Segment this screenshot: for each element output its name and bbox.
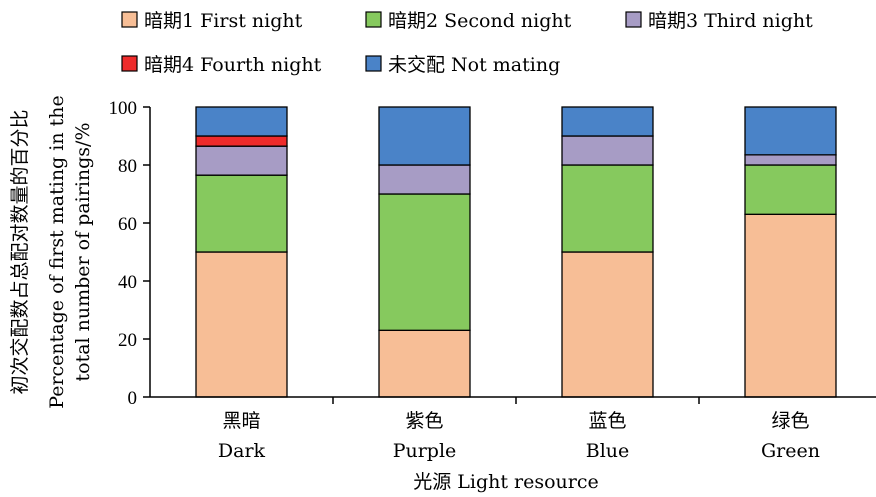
- x-tick-label-en: Purple: [393, 440, 457, 462]
- bar-segment-2-green: [744, 164, 837, 215]
- bar-segment-4-dark: [195, 135, 288, 147]
- x-categories: 黑暗 Dark 紫色 Purple 蓝色 Blue 绿色 Green: [218, 397, 820, 462]
- x-tick-label-cn: 绿色: [771, 410, 809, 432]
- bar-segment-3-dark: [195, 145, 288, 176]
- legend-swatch: [365, 11, 382, 28]
- bar-segment-2-purple: [378, 193, 471, 331]
- y-axis-label-cn: 初次交配数占总配对数量的百分比: [9, 109, 31, 394]
- bar-segment-2-blue: [561, 164, 654, 253]
- bar-segment-1-purple: [378, 329, 471, 398]
- legend-label: 暗期2 Second night: [388, 10, 572, 32]
- y-axis-label: 初次交配数占总配对数量的百分比 Percentage of first mati…: [9, 95, 94, 408]
- bar-segment-5-dark: [195, 106, 288, 137]
- x-tick-label-en: Green: [761, 440, 820, 462]
- legend-swatch: [625, 11, 642, 28]
- bar-segment-2-dark: [195, 174, 288, 253]
- x-axis-label: 光源 Light resource: [413, 471, 599, 493]
- legend-swatch: [121, 55, 138, 72]
- x-tick-label-cn: 黑暗: [222, 410, 260, 432]
- bar-segment-5-purple: [378, 106, 471, 166]
- y-ticks: 0 20 40 60 80 100: [109, 98, 150, 409]
- bar-segment-1-blue: [561, 251, 654, 398]
- legend-swatch: [121, 11, 138, 28]
- y-axis-label-en-line2: total number of pairings/%: [72, 122, 94, 381]
- legend-label: 暗期4 Fourth night: [144, 54, 322, 76]
- bar-segment-1-dark: [195, 251, 288, 398]
- y-tick-label: 20: [118, 330, 137, 351]
- bar-segment-5-blue: [561, 106, 654, 137]
- y-tick-label: 80: [118, 156, 137, 177]
- bar-segment-3-green: [744, 154, 837, 166]
- y-tick-label: 40: [118, 272, 137, 293]
- legend-label: 暗期3 Third night: [648, 10, 813, 32]
- legend-label: 暗期1 First night: [144, 10, 303, 32]
- y-tick-label: 100: [109, 98, 138, 119]
- bar-segment-3-purple: [378, 164, 471, 195]
- y-tick-label: 0: [128, 388, 138, 409]
- x-tick-label-en: Dark: [218, 440, 266, 462]
- axes: [149, 107, 876, 398]
- bar-segment-5-green: [744, 106, 837, 156]
- x-tick-label-cn: 紫色: [405, 410, 443, 432]
- legend: 暗期1 First night 暗期2 Second night 暗期3 Third…: [121, 10, 813, 76]
- legend-swatch: [365, 55, 382, 72]
- x-tick-label-cn: 蓝色: [588, 410, 626, 432]
- bar-segment-1-green: [744, 213, 837, 398]
- legend-label: 未交配 Not mating: [388, 54, 560, 76]
- y-axis-label-en-line1: Percentage of first mating in the: [46, 95, 68, 408]
- bar-segment-3-blue: [561, 135, 654, 166]
- y-tick-label: 60: [118, 214, 137, 235]
- plot-area: [195, 106, 837, 398]
- x-tick-label-en: Blue: [586, 440, 630, 462]
